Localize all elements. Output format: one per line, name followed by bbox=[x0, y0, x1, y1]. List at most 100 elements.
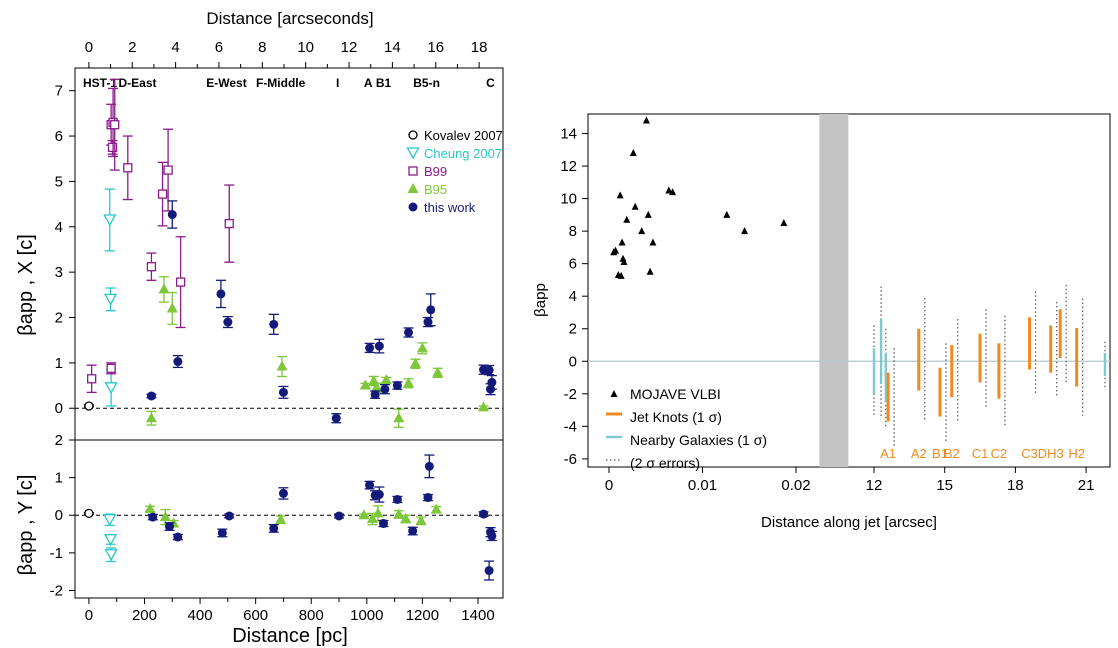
data-point bbox=[432, 366, 444, 377]
data-point bbox=[166, 302, 178, 313]
data-point bbox=[484, 365, 494, 375]
data-point bbox=[144, 502, 156, 513]
top-tick-label: 2 bbox=[128, 39, 136, 56]
legend-marker bbox=[408, 202, 418, 212]
panel-right-plot: -6 -4 -2 0 2 4 6 8 10 12 14 0 0.01 0.02 12 15 18 21 A1 A2 B1… bbox=[560, 114, 1110, 494]
mojave-point bbox=[612, 246, 620, 254]
bottom-tick-label: 200 bbox=[132, 607, 157, 624]
top-tick-label: 4 bbox=[171, 39, 179, 56]
data-point bbox=[380, 374, 392, 385]
knot-label: HST-1 bbox=[83, 76, 117, 90]
y-tick-label: 8 bbox=[569, 223, 577, 240]
data-point bbox=[392, 494, 402, 504]
y-tick-label: 2 bbox=[55, 310, 63, 327]
data-point bbox=[430, 503, 442, 514]
y-tick-label: 7 bbox=[55, 83, 63, 100]
top-tick-label: 18 bbox=[471, 39, 488, 56]
data-point bbox=[393, 508, 405, 519]
data-point bbox=[380, 384, 390, 394]
mojave-point bbox=[631, 202, 639, 210]
data-point bbox=[487, 531, 497, 541]
panel-x-plot: 0 1 2 3 4 5 6 7 bbox=[55, 78, 503, 428]
y-tick-label: 14 bbox=[560, 126, 577, 143]
knot-label: B5-n bbox=[413, 76, 440, 90]
knot-label: A bbox=[364, 76, 373, 90]
data-point bbox=[157, 189, 168, 199]
mojave-point bbox=[646, 267, 654, 275]
mojave-point bbox=[629, 149, 637, 157]
y-tick-label: 4 bbox=[55, 219, 63, 236]
data-point bbox=[478, 401, 490, 412]
data-point bbox=[84, 401, 94, 411]
mojave-point bbox=[617, 271, 625, 279]
data-point bbox=[334, 511, 344, 521]
data-point bbox=[415, 514, 427, 525]
legend-left: Kovalev 2007 Cheung 2007 B99 B95 this work bbox=[406, 128, 503, 215]
data-point bbox=[175, 277, 186, 287]
data-point bbox=[159, 511, 171, 522]
legend-label: Kovalev 2007 bbox=[424, 128, 503, 143]
knot-label: C2 bbox=[991, 446, 1008, 461]
legend-label: Jet Knots (1 σ) bbox=[630, 409, 722, 425]
knot-label: D-East bbox=[119, 76, 157, 90]
legend-label: Cheung 2007 bbox=[424, 146, 502, 161]
y-tick-label: 2 bbox=[569, 321, 577, 338]
mojave-point bbox=[665, 186, 673, 194]
bottom-tick-label: 1000 bbox=[350, 607, 383, 624]
y-axis-label-x: βapp , X [c] bbox=[15, 234, 37, 336]
top-tick-label: 16 bbox=[427, 39, 444, 56]
bottom-axis-ticks: 0 200 400 600 800 1000 1200 1400 bbox=[85, 598, 495, 624]
x-tick-label: 0 bbox=[605, 477, 613, 494]
bottom-tick-label: 600 bbox=[243, 607, 268, 624]
right-figure: -6 -4 -2 0 2 4 6 8 10 12 14 0 0.01 0.02 12 15 18 21 A1 A2 B1… bbox=[532, 113, 1111, 531]
y-tick-label: -6 bbox=[564, 451, 577, 468]
legend-label: MOJAVE VLBI bbox=[630, 386, 721, 402]
y-tick-label: 0 bbox=[569, 353, 577, 370]
knot-label: H2 bbox=[1068, 446, 1085, 461]
knot-label: C bbox=[486, 76, 495, 90]
data-point bbox=[404, 327, 414, 337]
y-tick-label: -1 bbox=[50, 545, 63, 562]
y-tick-label: 6 bbox=[569, 256, 577, 273]
data-point bbox=[104, 382, 118, 395]
data-point bbox=[392, 381, 402, 391]
knot-label: F-Middle bbox=[256, 76, 306, 90]
mojave-point bbox=[644, 210, 652, 218]
data-point bbox=[106, 363, 116, 373]
bottom-axis-label: Distance [pc] bbox=[232, 625, 348, 647]
data-point bbox=[365, 343, 375, 353]
y-tick-label: -4 bbox=[564, 418, 577, 435]
y-tick-label: 5 bbox=[55, 173, 63, 190]
data-point bbox=[378, 519, 388, 529]
legend-marker bbox=[610, 390, 618, 397]
bottom-tick-label: 1400 bbox=[461, 607, 494, 624]
data-point bbox=[370, 390, 380, 400]
data-point bbox=[331, 413, 341, 423]
top-tick-label: 8 bbox=[258, 39, 266, 56]
data-point bbox=[167, 210, 177, 220]
bottom-tick-label: 0 bbox=[85, 607, 93, 624]
data-point bbox=[110, 120, 120, 130]
y-tick-label: -2 bbox=[564, 386, 577, 403]
knot-label: E-West bbox=[206, 76, 246, 90]
y-axis-label-y: βapp , Y [c] bbox=[15, 475, 37, 576]
data-point bbox=[371, 381, 383, 392]
mojave-point bbox=[723, 210, 731, 218]
x-tick-label: 21 bbox=[1078, 477, 1095, 494]
data-point bbox=[358, 509, 370, 520]
data-point bbox=[158, 283, 170, 294]
data-point bbox=[223, 317, 233, 327]
bottom-tick-label: 800 bbox=[299, 607, 324, 624]
knot-label: I bbox=[336, 76, 339, 90]
data-point bbox=[146, 262, 157, 272]
data-point bbox=[103, 293, 118, 306]
data-point bbox=[400, 513, 412, 523]
mojave-point bbox=[623, 215, 631, 223]
data-point bbox=[393, 412, 405, 423]
y-tick-label: -2 bbox=[50, 582, 63, 599]
right-y-axis-label: βapp bbox=[532, 283, 549, 317]
data-point bbox=[365, 480, 375, 490]
knot-label: B2 bbox=[944, 446, 960, 461]
data-point bbox=[269, 523, 279, 533]
data-point bbox=[173, 357, 183, 367]
